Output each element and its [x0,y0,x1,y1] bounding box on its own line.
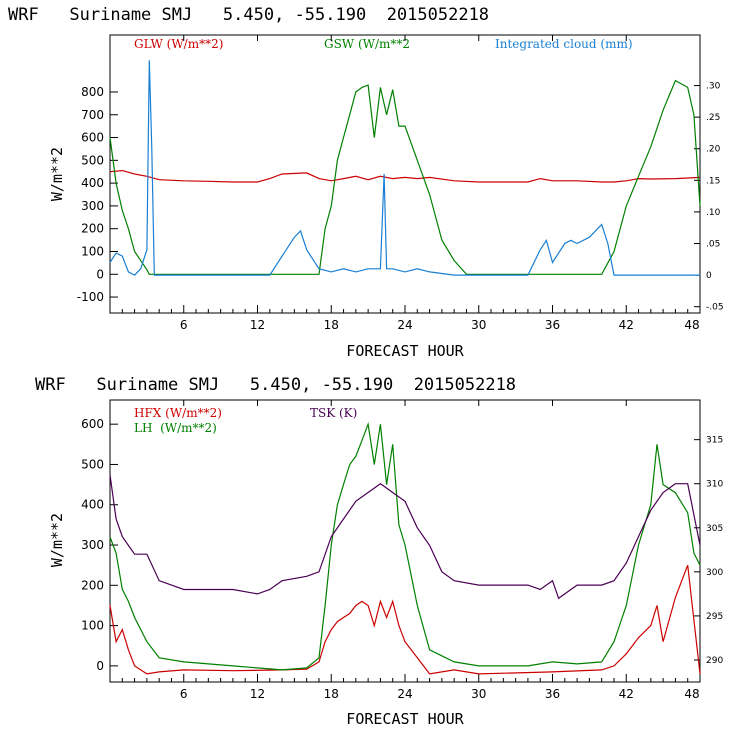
x-tick-label: 42 [619,687,634,701]
x-tick-label: 36 [545,318,560,332]
y-tick-label: 300 [81,199,104,213]
series-line-glw [109,169,701,183]
ticks-top: 6 12 18 24 30 36 42 48 -100 0 100 200 300 400 500 600 70… [77,35,724,332]
legend-cloud: Integrated cloud (mm) [495,37,633,51]
series-line-gsw [109,79,701,275]
y2-tick-label: .15 [706,176,720,186]
legend-tsk: TSK (K) [310,406,357,420]
legend-glw: GLW (W/m**2) [134,37,223,51]
series-line-lh [109,421,701,671]
y2-tick-label: 0 [706,271,712,281]
y2-tick-label: 315 [706,436,723,446]
x-axis-label-top: FORECAST HOUR [346,342,464,360]
y2-tick-label: 300 [706,568,723,578]
series-bottom [109,421,701,675]
panel-top: WRF Suriname SMJ 5.450, -55.190 20150522… [8,5,724,360]
x-tick-label: 48 [684,687,699,701]
y-tick-label: 600 [81,131,104,145]
plot-frame-bottom [109,399,701,683]
series-line-hfx [109,564,701,675]
x-tick-label: 6 [180,318,188,332]
series-line-integrated [109,60,700,276]
y2-tick-label: .20 [706,145,721,155]
y2-tick-label: -.05 [706,303,724,313]
x-tick-label: 36 [545,687,560,701]
y2-tick-label: 295 [706,612,723,622]
y2-tick-label: .10 [706,208,721,218]
x-tick-label: 24 [397,318,412,332]
y-tick-label: 0 [96,267,104,281]
legend-lh: LH (W/m**2) [134,421,217,435]
y-tick-label: 100 [81,619,104,633]
chart-title-top: WRF Suriname SMJ 5.450, -55.190 20150522… [8,5,489,25]
x-tick-label: 6 [180,687,188,701]
y-tick-label: 500 [81,153,104,167]
y-tick-label: -100 [77,290,104,304]
x-tick-label: 30 [471,318,486,332]
y2-tick-label: .05 [706,240,720,250]
y2-tick-label: 290 [706,656,723,666]
x-tick-label: 48 [684,318,699,332]
y-axis-label-bottom: W/m**2 [48,513,66,567]
x-tick-label: 18 [324,318,339,332]
y-tick-label: 400 [81,498,104,512]
y2-tick-label: .30 [706,82,721,92]
series-top [109,60,701,276]
y-tick-label: 600 [81,417,104,431]
y2-tick-label: 305 [706,524,723,534]
y2-tick-label: 310 [706,480,723,490]
y-tick-label: 0 [96,659,104,673]
x-tick-label: 30 [471,687,486,701]
y-tick-label: 700 [81,108,104,122]
x-tick-label: 24 [397,687,412,701]
series-line-tsk [109,474,701,600]
y-tick-label: 200 [81,578,104,592]
x-tick-label: 18 [324,687,339,701]
y-tick-label: 300 [81,538,104,552]
y-tick-label: 400 [81,176,104,190]
legend-gsw: GSW (W/m**2 [324,37,410,51]
y-axis-label-top: W/m**2 [48,147,66,201]
legend-hfx: HFX (W/m**2) [134,406,222,420]
panel-bottom: WRF Suriname SMJ 5.450, -55.190 20150522… [35,375,723,728]
chart-title-bottom: WRF Suriname SMJ 5.450, -55.190 20150522… [35,375,516,395]
y-tick-label: 100 [81,244,104,258]
x-tick-label: 12 [250,318,265,332]
x-tick-label: 12 [250,687,265,701]
ticks-bottom: 6 12 18 24 30 36 42 48 0 100 200 300 400 500 600 290 295… [81,400,723,701]
x-axis-label-bottom: FORECAST HOUR [346,710,464,728]
y2-tick-label: .25 [706,113,720,123]
x-tick-label: 42 [619,318,634,332]
y-tick-label: 500 [81,457,104,471]
y-tick-label: 200 [81,222,104,236]
y-tick-label: 800 [81,85,104,99]
